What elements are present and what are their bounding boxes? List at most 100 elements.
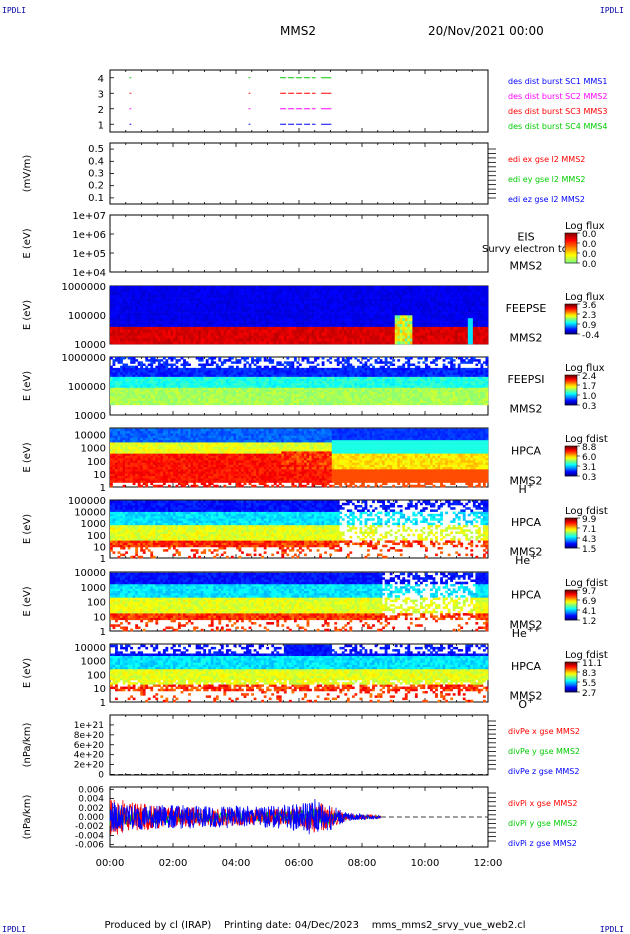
colorbar-cell	[565, 682, 577, 684]
colorbar-cell	[565, 250, 577, 253]
y-tick-label: 1e+07	[72, 211, 106, 222]
heatmap-cells	[110, 500, 489, 559]
instrument-label: HPCA	[511, 589, 542, 602]
legend-label: edi ey gse l2 MMS2	[508, 175, 586, 184]
colorbar-cell	[565, 669, 577, 672]
colorbar-cell	[565, 519, 577, 521]
y-tick-label: 10	[93, 612, 106, 623]
colorbar-cell	[565, 319, 577, 321]
colorbar-cell	[565, 236, 577, 239]
y-tick-label: 1000000	[61, 282, 106, 293]
colorbar-cell	[565, 534, 577, 536]
colorbar-cell	[565, 390, 577, 392]
colorbar-cell	[565, 402, 577, 405]
colorbar-cell	[565, 600, 577, 602]
legend-label: edi ez gse l2 MMS2	[508, 195, 585, 204]
corner-label-bottom-right: IPDLI	[599, 925, 624, 934]
colorbar-cell	[565, 540, 577, 543]
colorbar-cell	[565, 685, 577, 688]
y-tick-label: 1	[100, 483, 106, 494]
colorbar-cell	[565, 401, 577, 403]
colorbar-cell	[565, 385, 577, 387]
colorbar-cell	[565, 311, 577, 314]
colorbar-label: 2.7	[582, 689, 596, 699]
colorbar-cell	[565, 321, 577, 324]
y-tick-label: 10000	[74, 568, 106, 579]
colorbar-label: 0.9	[582, 321, 597, 331]
colorbar-cell	[565, 454, 577, 457]
time-tick-label: 00:00	[96, 858, 125, 869]
colorbar-cell	[565, 400, 577, 402]
colorbar-cell	[565, 253, 577, 255]
spacecraft-label: MMS2	[510, 689, 543, 702]
y-tick-label: 0.3	[88, 169, 104, 180]
y-axis-label: E (eV)	[22, 442, 33, 472]
colorbar-cell	[565, 248, 577, 250]
colorbar-cell	[565, 447, 577, 449]
date-title: 20/Nov/2021 00:00	[428, 24, 544, 38]
colorbar-cell	[565, 610, 577, 612]
colorbar-cell	[565, 618, 577, 621]
colorbar-cell	[565, 396, 577, 398]
colorbar-cell	[565, 307, 577, 310]
colorbar-cell	[565, 457, 577, 459]
colorbar-cell	[565, 239, 577, 241]
instrument-label: HPCA	[511, 516, 542, 529]
colorbar-label: 0.0	[582, 240, 597, 250]
colorbar-cell	[565, 665, 577, 668]
y-tick-label: 2e+20	[74, 761, 105, 771]
legend-label: divPi y gse MMS2	[508, 819, 577, 828]
colorbar-cell	[565, 459, 577, 462]
y-axis-label: E (eV)	[22, 514, 33, 544]
colorbar-cell	[565, 317, 577, 320]
colorbar-cell	[565, 598, 577, 601]
colorbar-cell	[565, 332, 577, 335]
colorbar-cell	[565, 595, 577, 597]
colorbar-cell	[565, 382, 577, 385]
colorbar-cell	[565, 246, 577, 249]
instrument-label: HPCA	[511, 660, 542, 673]
legend-label: des dist burst SC2 MMS2	[508, 92, 607, 101]
species-label: H+	[519, 481, 534, 496]
colorbar-title: Log flux	[565, 221, 605, 232]
y-tick-label: 1e+06	[72, 230, 106, 241]
colorbar-title: Log fdist	[565, 434, 608, 445]
colorbar-cell	[565, 520, 577, 523]
colorbar-title: Log fdist	[565, 650, 608, 661]
y-tick-label: 0.006	[78, 785, 104, 795]
legend-label: edi ex gse l2 MMS2	[508, 155, 585, 164]
legend-label: divPe x gse MMS2	[508, 727, 580, 736]
colorbar-cell	[565, 256, 577, 259]
y-tick-label: 1000000	[61, 353, 106, 364]
panel-frame	[109, 142, 489, 205]
colorbar-cell	[565, 320, 577, 322]
colorbar-frame	[564, 374, 578, 406]
colorbar-cell	[565, 324, 577, 326]
colorbar-cell	[565, 668, 577, 670]
colorbar-cell	[565, 541, 577, 544]
colorbar-label: 5.5	[582, 679, 596, 689]
colorbar-cell	[565, 524, 577, 526]
colorbar-cell	[565, 687, 577, 689]
colorbar-label: 2.4	[582, 372, 597, 382]
heatmap-cells	[110, 644, 489, 703]
colorbar-cell	[565, 608, 577, 611]
colorbar-cell	[565, 240, 577, 243]
colorbar-cell	[565, 310, 577, 312]
colorbar-frame	[564, 589, 578, 621]
y-tick-label: 4	[98, 74, 104, 85]
y-tick-label: 100	[87, 670, 106, 681]
instrument-overlay-label: Survy electron to	[482, 244, 568, 255]
y-axis-label: E (eV)	[22, 228, 33, 258]
colorbar-title: Log flux	[565, 292, 605, 303]
y-tick-label: 100000	[68, 311, 106, 322]
colorbar-frame	[564, 303, 578, 335]
colorbar-label: 7.1	[582, 525, 596, 535]
y-tick-label: 10000	[74, 411, 106, 422]
colorbar-cell	[565, 529, 577, 531]
legend-label: des dist burst SC4 MMS4	[508, 122, 607, 131]
colorbar-label: 6.0	[582, 453, 597, 463]
spacecraft-label: MMS2	[510, 259, 543, 272]
time-tick-label: 08:00	[348, 858, 377, 869]
